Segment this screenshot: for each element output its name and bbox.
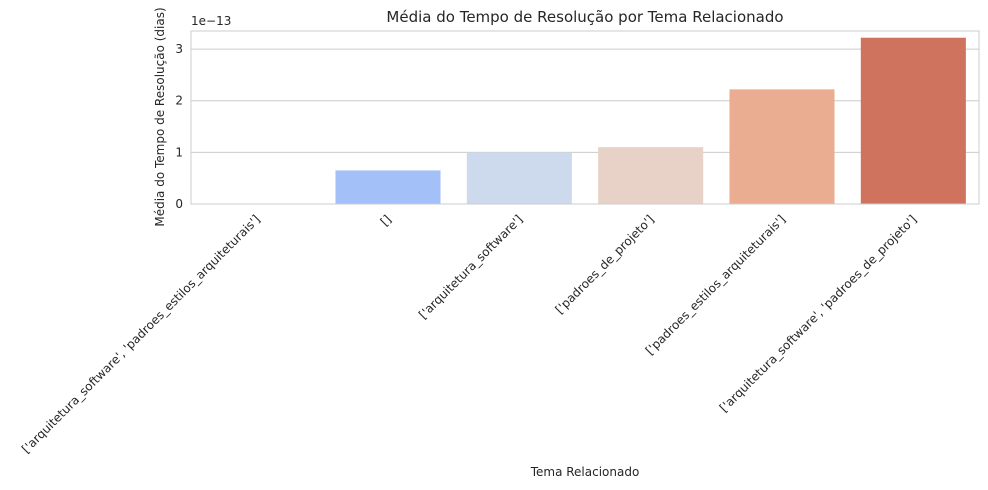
y-tick-label: 1	[175, 145, 183, 159]
y-tick-labels: 0 1 2 3	[175, 42, 183, 211]
bar	[598, 147, 704, 204]
x-tick-label: ['padroes_estilos_arquiteturais']	[643, 212, 788, 357]
x-tick-label: ['padroes_de_projeto']	[552, 212, 656, 316]
bars	[335, 37, 966, 204]
y-offset-label: 1e−13	[191, 14, 231, 28]
x-axis-label: Tema Relacionado	[530, 465, 640, 479]
x-tick-label: []	[378, 212, 395, 229]
y-tick-label: 2	[175, 94, 183, 108]
plot-frame	[190, 30, 980, 205]
bar	[860, 37, 966, 204]
bar	[729, 89, 835, 204]
x-tick-label: ['arquitetura_software', 'padroes_estilo…	[19, 212, 263, 456]
y-tick-label: 3	[175, 42, 183, 56]
y-tick-label: 0	[175, 197, 183, 211]
bar	[335, 170, 441, 204]
x-tick-label: ['arquitetura_software']	[416, 212, 525, 321]
bar	[466, 152, 572, 204]
x-tick-labels: ['arquitetura_software', 'padroes_estilo…	[19, 212, 919, 456]
y-axis-label: Média do Tempo de Resolução (dias)	[153, 7, 167, 226]
chart-title: Média do Tempo de Resolução por Tema Rel…	[386, 8, 783, 26]
